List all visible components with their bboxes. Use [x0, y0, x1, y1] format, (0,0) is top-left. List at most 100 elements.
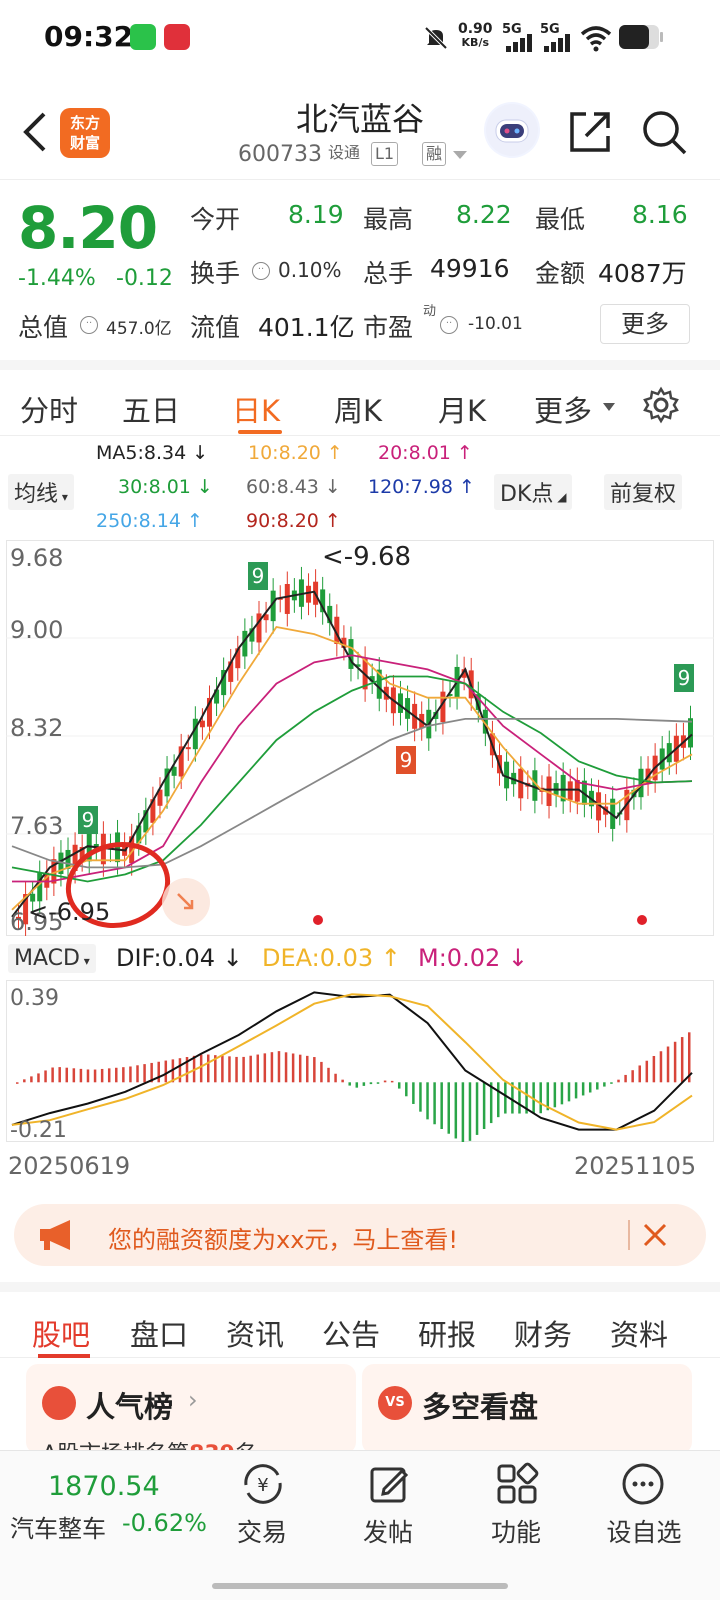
macd-bar [143, 1064, 146, 1083]
macd-bar [221, 1055, 224, 1083]
macd-y-bottom: -0.21 [10, 1118, 67, 1143]
min-price-marker: <-6.95 [28, 898, 111, 926]
margin-banner[interactable]: 您的融资额度为xx元，马上查看! [14, 1204, 706, 1266]
connect-tag: 设通 [328, 143, 361, 162]
close-icon[interactable] [642, 1222, 668, 1248]
gear-icon[interactable] [642, 386, 680, 424]
edit-post-icon[interactable] [366, 1461, 412, 1507]
back-arrow-icon[interactable] [18, 110, 52, 154]
macd-bar [454, 1082, 458, 1139]
macd-bar [362, 1082, 366, 1086]
macd-bar [129, 1066, 132, 1083]
search-icon[interactable] [640, 108, 688, 156]
turnover-info-icon[interactable]: ·· [252, 262, 270, 280]
macd-chart[interactable]: 0.39 -0.21 [6, 980, 714, 1144]
status-time: 09:32 [44, 20, 134, 53]
dea-line [11, 993, 693, 1131]
total-mv-info-icon[interactable]: ·· [80, 316, 98, 334]
stock-header: 东方 财富 北汽蓝谷 600733 设通 L1 融 [0, 80, 720, 180]
candle-body [206, 697, 212, 727]
nav-trade[interactable]: 交易 [236, 1518, 287, 1547]
banner-divider [628, 1220, 630, 1250]
macd-bar [581, 1082, 585, 1096]
tab-more[interactable]: 更多 [534, 394, 593, 428]
tab-orderbook[interactable]: 盘口 [130, 1318, 189, 1352]
margin-tag[interactable]: 融 [422, 142, 447, 166]
candle-body [221, 669, 227, 696]
tab-intraday[interactable]: 分时 [20, 394, 79, 428]
y-axis-3: 8.32 [10, 714, 64, 742]
macd-bar [284, 1052, 288, 1083]
dk-point-button[interactable]: DK点 ◢ [494, 474, 573, 510]
candle-body [178, 746, 184, 777]
ma90-legend: 90:8.20 ↑ [246, 510, 341, 532]
macd-bar [235, 1056, 238, 1083]
candle-body [129, 836, 135, 864]
tab-five-day[interactable]: 五日 [122, 394, 181, 428]
candle-body [341, 637, 347, 648]
macd-bar [79, 1068, 83, 1083]
bull-bear-card[interactable]: VS 多空看盘 [362, 1364, 692, 1454]
nav-function[interactable]: 功能 [490, 1518, 541, 1547]
macd-bar [341, 1079, 344, 1083]
macd-bar [228, 1056, 231, 1083]
candle-body [440, 691, 446, 723]
pe-value: -10.01 [468, 314, 523, 334]
add-watchlist-icon[interactable] [620, 1461, 666, 1507]
tab-research[interactable]: 研报 [418, 1318, 477, 1352]
candle-body [143, 810, 149, 833]
indicator-selector[interactable]: 均线 ▾ [8, 474, 74, 510]
chevron-down-icon[interactable] [452, 150, 468, 160]
tab-forum[interactable]: 股吧 [32, 1318, 91, 1352]
macd-bar [199, 1054, 203, 1083]
candle-body [270, 590, 276, 622]
sector-name[interactable]: 汽车整车 [10, 1515, 106, 1543]
candle-body [157, 789, 163, 806]
share-icon[interactable] [566, 108, 614, 156]
candle-body [560, 774, 566, 802]
candle-body [249, 628, 255, 642]
tab-finance[interactable]: 财务 [514, 1318, 573, 1352]
candle-body [192, 718, 198, 750]
grid-apps-icon[interactable] [494, 1461, 540, 1507]
pe-info-icon[interactable]: ·· [440, 316, 458, 334]
tab-weekly-k[interactable]: 周K [334, 394, 383, 428]
ai-assistant-icon[interactable] [484, 102, 540, 158]
dif-legend: DIF:0.04 ↓ [116, 944, 243, 972]
popularity-card[interactable]: 人气榜 › A股市场排名第839名 [26, 1364, 356, 1467]
td-signal-9: 9 [396, 746, 416, 774]
more-quote-button[interactable]: 更多 [600, 304, 690, 344]
total-mv-value: 457.0亿 [106, 319, 172, 339]
max-price-marker: <-9.68 [322, 542, 412, 572]
ma60-legend: 60:8.43 ↓ [246, 476, 341, 498]
tab-news[interactable]: 资讯 [226, 1318, 285, 1352]
macd-bar [37, 1073, 40, 1083]
nav-watchlist[interactable]: 设自选 [606, 1518, 682, 1547]
candle-body [405, 698, 411, 719]
trade-icon[interactable]: ¥ [240, 1461, 286, 1507]
macd-bar [659, 1051, 663, 1083]
macd-bar [164, 1060, 168, 1083]
period-tabs: 分时 五日 日K 周K 月K 更多 [0, 360, 720, 436]
macd-bar [518, 1082, 521, 1114]
chevron-down-icon[interactable] [602, 402, 616, 412]
sector-index-value[interactable]: 1870.54 [48, 1471, 160, 1502]
macd-bar [638, 1065, 641, 1083]
ma-line-10 [11, 626, 693, 911]
adjust-button[interactable]: 前复权 [604, 474, 683, 510]
tab-profile[interactable]: 资料 [610, 1318, 669, 1352]
candle-body [185, 747, 191, 750]
td-signal-9: 9 [674, 664, 694, 692]
k-line-chart[interactable]: 9.68 9.00 8.32 7.63 6.95 <-9.68 <-6.95 9… [6, 540, 714, 937]
k-line-svg[interactable] [6, 540, 714, 937]
candle-body [638, 768, 644, 798]
nav-post[interactable]: 发帖 [362, 1518, 413, 1547]
macd-bar [433, 1082, 436, 1125]
tab-monthly-k[interactable]: 月K [438, 394, 487, 428]
tab-daily-k[interactable]: 日K [232, 394, 281, 428]
macd-bar [440, 1082, 443, 1129]
tab-announcements[interactable]: 公告 [322, 1318, 381, 1352]
signal-label-2: 5G [540, 22, 560, 37]
macd-selector[interactable]: MACD ▾ [8, 944, 96, 973]
macd-bar [631, 1070, 634, 1083]
